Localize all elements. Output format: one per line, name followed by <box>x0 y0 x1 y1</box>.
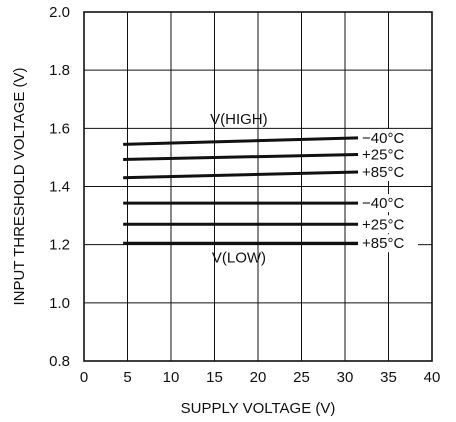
annotation-1: V(HIGH) <box>210 111 268 128</box>
series-label-3: +85°C <box>362 164 404 181</box>
x-tick-label: 35 <box>380 369 397 386</box>
series-label-6: +85°C <box>362 235 404 252</box>
x-tick-label: 5 <box>123 369 131 386</box>
x-tick-label: 0 <box>80 369 88 386</box>
y-tick-label: 1.2 <box>49 237 70 254</box>
y-tick-label: 1.8 <box>49 62 70 79</box>
y-tick-label: 1.6 <box>49 120 70 137</box>
y-tick-label: 2.0 <box>49 4 70 21</box>
x-tick-label: 15 <box>206 369 223 386</box>
series-label-1: −40°C <box>362 130 404 147</box>
annotation-2: V(LOW) <box>212 250 266 267</box>
series-lines <box>123 136 359 245</box>
grid-lines <box>84 12 432 361</box>
y-tick-labels: 0.8 1.0 1.2 1.4 1.6 1.8 2.0 <box>49 4 70 370</box>
x-axis-title: SUPPLY VOLTAGE (V) <box>181 400 336 417</box>
series-line-2 <box>123 153 359 161</box>
plot-frame <box>83 11 433 362</box>
y-axis-title: INPUT THRESHOLD VOLTAGE (V) <box>11 67 28 305</box>
annotations: V(HIGH) V(LOW) <box>210 111 268 267</box>
series-line-1 <box>123 136 359 146</box>
series-labels: −40°C+25°C+85°C−40°C+25°C+85°C <box>362 130 404 252</box>
x-tick-label: 40 <box>424 369 441 386</box>
x-tick-label: 25 <box>293 369 310 386</box>
series-label-4: −40°C <box>362 195 404 212</box>
x-tick-label: 10 <box>163 369 180 386</box>
series-label-5: +25°C <box>362 216 404 233</box>
y-tick-label: 1.4 <box>49 179 70 196</box>
y-tick-label: 0.8 <box>49 353 70 370</box>
series-line-3 <box>123 170 359 180</box>
x-tick-label: 30 <box>337 369 354 386</box>
x-tick-labels: 0 5 10 15 20 25 30 35 40 <box>80 369 441 386</box>
x-tick-label: 20 <box>250 369 267 386</box>
y-tick-label: 1.0 <box>49 295 70 312</box>
series-label-2: +25°C <box>362 147 404 164</box>
